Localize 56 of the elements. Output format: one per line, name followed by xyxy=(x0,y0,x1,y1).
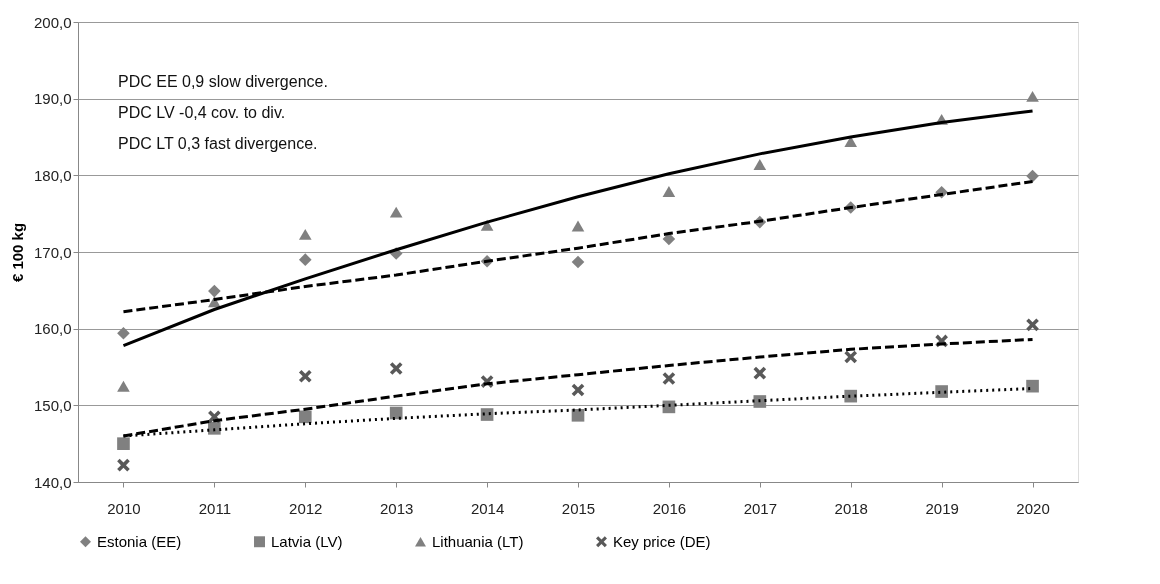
legend-label: Latvia (LV) xyxy=(271,532,343,550)
point xyxy=(1026,318,1039,332)
point xyxy=(117,326,130,340)
point xyxy=(662,372,676,385)
x-tick-label: 2011 xyxy=(198,499,231,517)
y-tick-label: 190,0 xyxy=(33,90,72,108)
point xyxy=(753,159,767,171)
x-tick-label: 2017 xyxy=(743,499,778,517)
y-tick-label: 150,0 xyxy=(33,396,72,414)
point xyxy=(844,389,858,403)
y-tick-label: 180,0 xyxy=(33,166,72,184)
point xyxy=(117,437,130,450)
y-tick-label: 160,0 xyxy=(33,320,72,338)
point xyxy=(844,350,858,364)
legend-label: Lithuania (LT) xyxy=(432,532,524,550)
point xyxy=(844,136,858,148)
annotation: PDC LV -0,4 cov. to div. xyxy=(118,104,286,121)
point xyxy=(208,284,221,298)
point xyxy=(935,385,948,398)
point xyxy=(571,408,585,422)
point xyxy=(389,206,403,218)
point xyxy=(298,369,312,383)
point xyxy=(298,228,312,240)
point xyxy=(117,458,130,472)
legend-label: Estonia (EE) xyxy=(97,532,182,550)
annotation: PDC LT 0,3 fast divergence. xyxy=(118,135,318,152)
point xyxy=(389,406,403,420)
point xyxy=(480,408,494,421)
x-tick-label: 2014 xyxy=(470,499,505,517)
x-tick-label: 2019 xyxy=(925,499,959,517)
legend-label: Key price (DE) xyxy=(613,532,711,550)
x-tick-label: 2018 xyxy=(834,499,868,517)
x-tick-label: 2015 xyxy=(561,499,596,517)
point xyxy=(389,362,403,375)
x-tick-label: 2013 xyxy=(379,499,414,517)
x-tick-label: 2010 xyxy=(107,499,141,517)
point xyxy=(1026,90,1039,102)
point xyxy=(298,253,312,266)
point xyxy=(662,185,676,197)
point xyxy=(753,366,767,380)
point xyxy=(298,410,312,424)
point xyxy=(571,383,585,397)
y-axis-title: € 100 kg xyxy=(8,222,26,283)
y-tick-label: 140,0 xyxy=(33,473,72,491)
point xyxy=(571,255,585,269)
x-tick-label: 2020 xyxy=(1016,499,1050,517)
annotation: PDC EE 0,9 slow divergence. xyxy=(118,73,328,90)
point xyxy=(662,232,676,246)
y-tick-label: 200,0 xyxy=(33,13,72,31)
point xyxy=(117,380,130,392)
point xyxy=(753,395,767,408)
point xyxy=(571,220,585,232)
y-tick-label: 170,0 xyxy=(33,243,72,261)
x-tick-label: 2016 xyxy=(652,499,687,517)
point xyxy=(1026,379,1039,393)
x-tick-label: 2012 xyxy=(289,499,323,517)
